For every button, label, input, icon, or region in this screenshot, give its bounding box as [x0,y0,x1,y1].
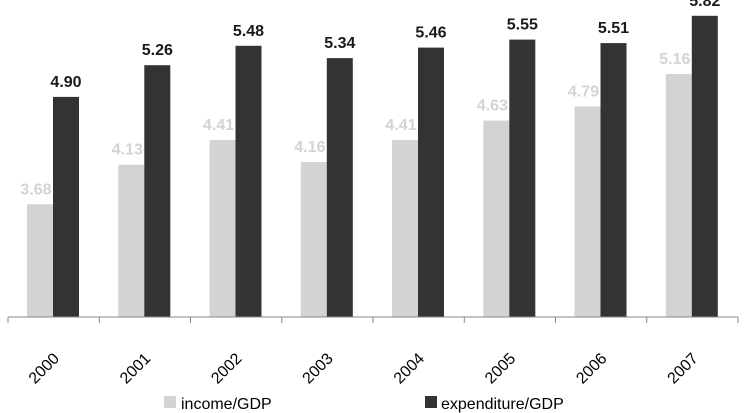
data-label-expenditure-2003: 5.34 [324,35,355,52]
x-tick-label-2004: 2004 [391,350,428,387]
data-label-expenditure-2002: 5.48 [233,23,264,40]
bar-income-2003 [300,162,327,317]
data-label-income-2005: 4.63 [477,98,508,115]
data-label-income-2001: 4.13 [112,142,143,159]
data-label-income-2002: 4.41 [203,117,234,134]
legend-label-expenditure: expenditure/GDP [441,396,564,413]
x-tick-label-2002: 2002 [208,350,245,387]
bar-expenditure-2005 [509,39,536,317]
x-tick-label-2005: 2005 [482,350,519,387]
data-label-income-2003: 4.16 [294,139,325,156]
bar-expenditure-2006 [600,43,627,317]
bar-income-2007 [665,74,692,317]
bar-income-2005 [483,120,510,317]
bar-income-2004 [392,140,418,317]
data-labels-layer: 3.68 4.90 4.13 5.26 4.41 5.48 4.16 5.34 4.41 5.46… [20,0,720,198]
legend: income/GDP expenditure/GDP [164,396,564,413]
bar-expenditure-2002 [235,45,262,318]
bars-layer [27,15,718,318]
bar-expenditure-2003 [326,58,353,317]
data-label-expenditure-2006: 5.51 [598,20,629,37]
data-label-expenditure-2000: 4.90 [50,74,81,91]
bar-income-2002 [209,140,236,317]
x-tick-label-2007: 2007 [665,350,702,387]
x-tick-label-2000: 2000 [26,350,63,387]
data-label-income-2004: 4.41 [385,117,416,134]
bar-expenditure-2000 [53,96,79,318]
legend-label-income: income/GDP [181,396,272,413]
bar-income-2000 [27,204,53,317]
legend-swatch-expenditure [425,396,437,408]
data-label-income-2006: 4.79 [568,84,599,101]
data-label-income-2007: 5.16 [659,51,690,68]
legend-swatch-income [164,396,176,408]
bar-expenditure-2004 [418,47,444,317]
x-tick-label-2001: 2001 [117,350,154,387]
bar-income-2006 [574,106,601,317]
bar-expenditure-2001 [144,65,171,317]
bar-expenditure-2007 [691,15,718,318]
data-label-expenditure-2007: 5.82 [689,0,720,10]
bar-income-2001 [118,164,145,317]
x-tick-label-2006: 2006 [573,350,610,387]
data-label-expenditure-2004: 5.46 [415,25,446,42]
data-label-income-2000: 3.68 [20,181,51,198]
data-label-expenditure-2005: 5.55 [507,17,538,34]
x-axis: 2000 2001 2002 2003 2004 2005 2006 2007 [7,316,739,387]
data-label-expenditure-2001: 5.26 [142,42,173,59]
x-tick-label-2003: 2003 [300,350,337,387]
